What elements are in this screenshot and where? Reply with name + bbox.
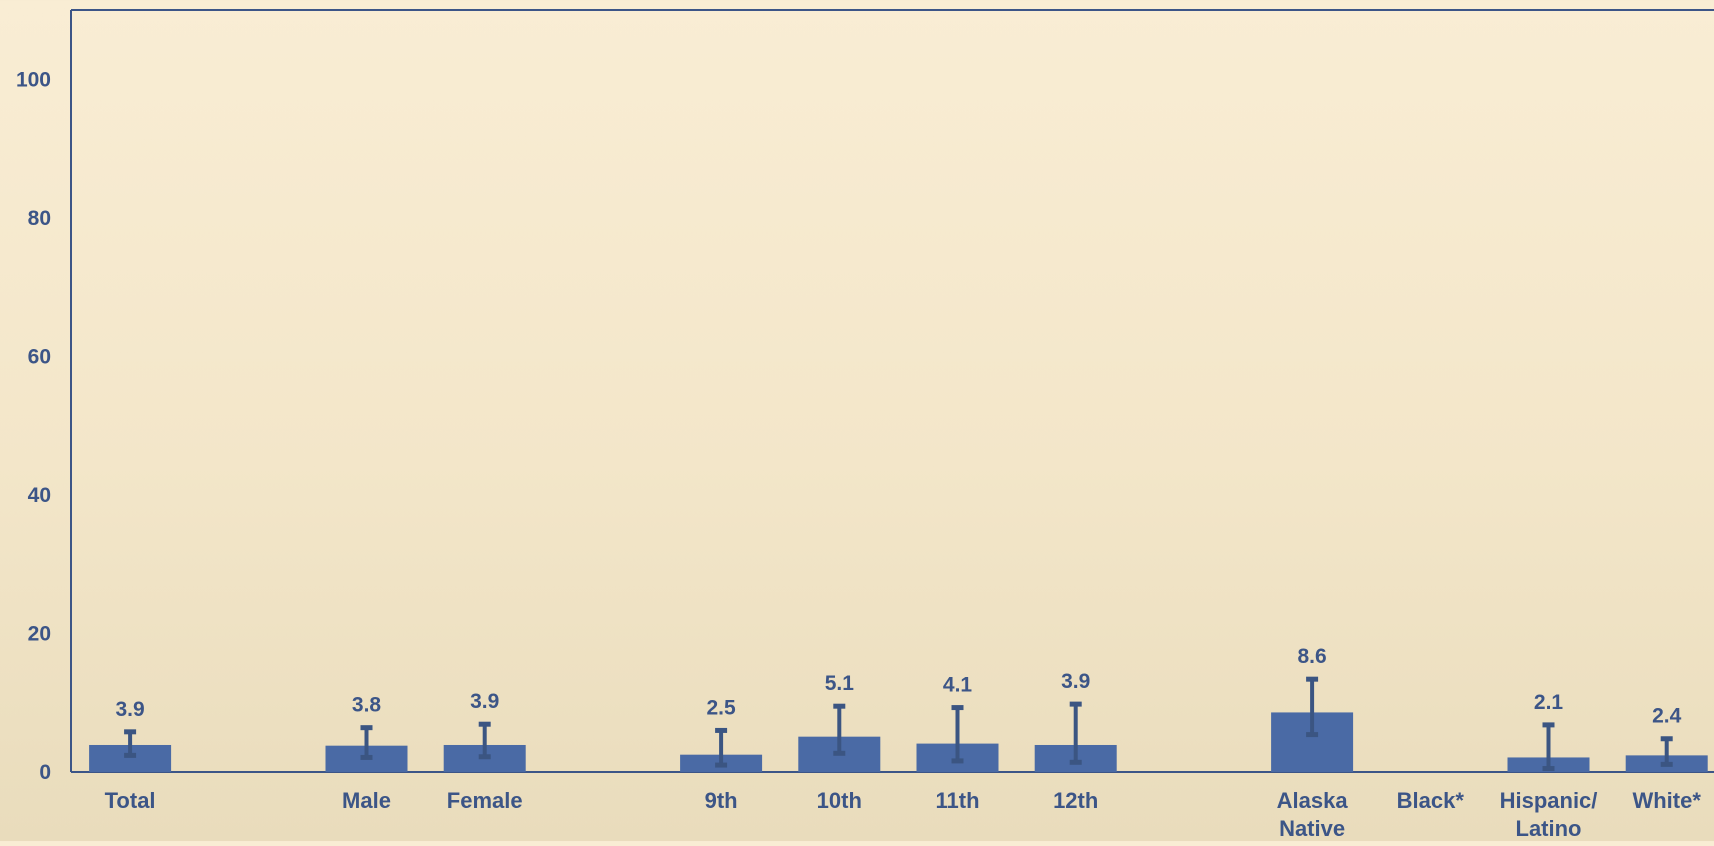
- error-bars: [124, 676, 1673, 772]
- x-tick-label-total: Total: [105, 788, 156, 813]
- y-tick-label: 60: [28, 345, 51, 368]
- x-tick-label-11th: 11th: [935, 788, 979, 813]
- data-label-total: 3.9: [115, 698, 144, 721]
- data-label-11th: 4.1: [943, 674, 973, 697]
- y-tick-label: 20: [28, 622, 51, 645]
- bars: [89, 712, 1708, 772]
- x-tick-label-alaska-native: Alaska Native: [1277, 788, 1349, 841]
- data-label-9th: 2.5: [706, 696, 736, 719]
- x-tick-label-hispanic-latino: Hispanic/Latino: [1500, 788, 1598, 841]
- error-bar-12th: [1069, 701, 1082, 765]
- x-tick-label-black: Black*: [1397, 788, 1465, 813]
- error-bar-white: [1660, 736, 1673, 767]
- data-label-10th: 5.1: [825, 672, 855, 695]
- y-tick-label: 100: [16, 68, 51, 91]
- data-label-hispanic-latino: 2.1: [1534, 691, 1564, 714]
- error-bar-10th: [833, 703, 846, 756]
- error-bar-alaska-native: [1306, 676, 1319, 738]
- data-label-white: 2.4: [1652, 705, 1682, 728]
- error-bar-female: [478, 721, 491, 760]
- y-tick-label: 40: [28, 484, 51, 507]
- y-tick-label: 80: [28, 207, 51, 230]
- x-tick-label-10th: 10th: [817, 788, 862, 813]
- y-axis: 0 20 40 60 80 100: [16, 9, 1714, 784]
- error-bar-11th: [951, 705, 964, 764]
- x-axis: Total Male Female 9th 10th 11th 12th Alaska Nati…: [71, 771, 1714, 841]
- x-tick-label-female: Female: [447, 788, 523, 813]
- data-label-alaska-native: 8.6: [1297, 645, 1326, 668]
- data-label-female: 3.9: [470, 690, 499, 713]
- x-tick-label-12th: 12th: [1053, 788, 1098, 813]
- error-bar-9th: [715, 727, 728, 768]
- data-labels: 3.9 3.8 3.9 2.5 5.1 4.1 3.9 8.6 2.1 2.4: [115, 645, 1681, 728]
- error-bar-hispanic-latino: [1542, 722, 1555, 772]
- error-bar-total: [124, 729, 137, 758]
- x-tick-label-white: White*: [1632, 788, 1701, 813]
- x-tick-label-9th: 9th: [705, 788, 738, 813]
- error-bar-male: [360, 725, 373, 760]
- y-tick-label: 0: [39, 761, 51, 784]
- x-tick-label-male: Male: [342, 788, 391, 813]
- data-label-12th: 3.9: [1061, 670, 1090, 693]
- data-label-male: 3.8: [352, 694, 382, 717]
